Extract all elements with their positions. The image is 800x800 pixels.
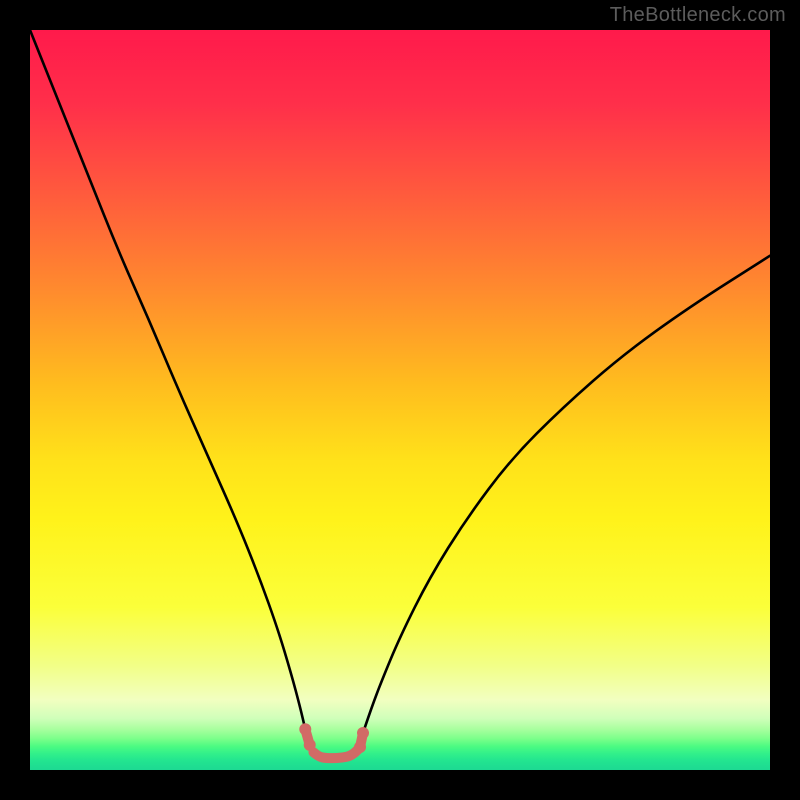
chart-container: TheBottleneck.com <box>0 0 800 800</box>
plot-background <box>30 30 770 770</box>
marker-right-dot <box>357 727 369 739</box>
marker-left-dot <box>304 739 316 751</box>
watermark-text: TheBottleneck.com <box>610 4 786 27</box>
marker-right-dot <box>354 741 366 753</box>
marker-left-dot <box>299 723 311 735</box>
chart-svg <box>0 0 800 800</box>
